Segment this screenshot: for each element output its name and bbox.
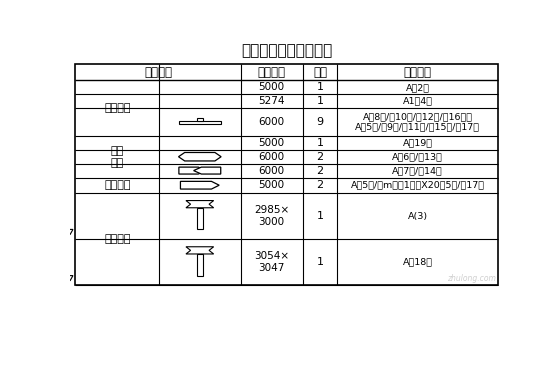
Text: 2: 2 — [316, 180, 324, 190]
Text: 6000: 6000 — [258, 152, 284, 162]
Polygon shape — [180, 181, 219, 189]
Text: A（8）/（10）/（12）/（16）；
A（5）/（9）/（11）/（15）/（17）: A（8）/（10）/（12）/（16）； A（5）/（9）/（11）/（15）/… — [355, 112, 480, 132]
Text: 5000: 5000 — [258, 83, 284, 92]
Text: 1: 1 — [316, 257, 324, 267]
Text: 一雄一雌: 一雄一雌 — [104, 103, 130, 113]
Text: A（2）: A（2） — [405, 83, 430, 92]
Text: 1: 1 — [316, 96, 324, 106]
Text: 2985×
3000: 2985× 3000 — [254, 205, 289, 227]
Text: zhulong.com: zhulong.com — [447, 274, 496, 283]
Polygon shape — [179, 121, 221, 124]
Text: 6000: 6000 — [258, 165, 284, 176]
Polygon shape — [179, 152, 221, 161]
Text: A（7）/（14）: A（7）/（14） — [392, 166, 443, 175]
Text: 9: 9 — [316, 117, 324, 127]
Text: A（19）: A（19） — [403, 138, 432, 147]
Polygon shape — [197, 254, 203, 276]
Text: 6000: 6000 — [258, 117, 284, 127]
Text: 5000: 5000 — [258, 180, 284, 190]
Text: A(3): A(3) — [408, 212, 428, 220]
Text: 地下连续墙分段分幅图: 地下连续墙分段分幅图 — [241, 43, 333, 58]
Text: 幅数: 幅数 — [313, 66, 327, 79]
Text: 5000: 5000 — [258, 138, 284, 148]
Polygon shape — [186, 201, 214, 208]
Text: 1: 1 — [316, 138, 324, 148]
Text: 雌雄转角: 雌雄转角 — [104, 234, 130, 244]
Text: 槽段宽度: 槽段宽度 — [258, 66, 286, 79]
Text: 双雄
双雌: 双雄 双雌 — [111, 146, 124, 168]
Polygon shape — [67, 230, 73, 235]
Polygon shape — [186, 247, 214, 254]
Polygon shape — [194, 167, 221, 174]
Text: 3054×
3047: 3054× 3047 — [254, 251, 289, 273]
Text: 2: 2 — [316, 165, 324, 176]
Text: 1: 1 — [316, 211, 324, 221]
Text: A（6）/（13）: A（6）/（13） — [392, 152, 443, 161]
Text: 一平一雌: 一平一雌 — [104, 180, 130, 190]
Polygon shape — [179, 167, 206, 174]
Text: 2: 2 — [316, 152, 324, 162]
Text: 槽段形式: 槽段形式 — [144, 66, 172, 79]
Text: 5274: 5274 — [258, 96, 284, 106]
Text: A（18）: A（18） — [403, 258, 432, 267]
Text: A1（4）: A1（4） — [403, 97, 432, 106]
Polygon shape — [197, 118, 203, 121]
Text: 槽段编号: 槽段编号 — [404, 66, 432, 79]
Text: 1: 1 — [316, 83, 324, 92]
Polygon shape — [67, 276, 73, 281]
Text: A（5）/（m）（1）（X20）5）/（17）: A（5）/（m）（1）（X20）5）/（17） — [351, 181, 484, 190]
Polygon shape — [197, 208, 203, 230]
